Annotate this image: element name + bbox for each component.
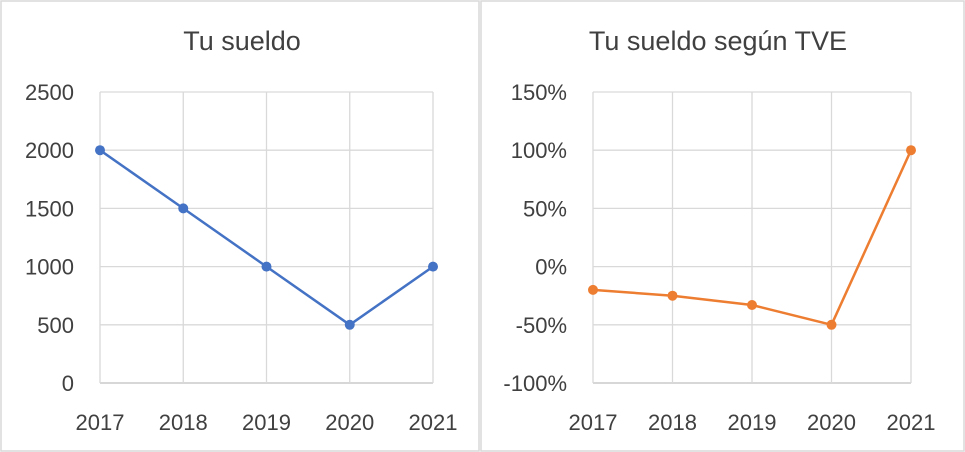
data-point: [428, 261, 438, 272]
y-tick-label: 2000: [25, 138, 74, 163]
data-point: [588, 284, 598, 295]
chart-title: Tu sueldo: [183, 26, 301, 56]
y-tick-label: 0: [62, 371, 74, 396]
chart-frame-right: [480, 0, 965, 452]
y-tick-label: -100%: [503, 371, 567, 396]
data-point: [344, 319, 355, 330]
x-tick-label: 2017: [569, 410, 618, 435]
data-point: [747, 300, 757, 311]
data-point: [261, 261, 272, 272]
chart-title: Tu sueldo según TVE: [589, 26, 847, 56]
x-tick-label: 2020: [807, 410, 856, 435]
data-point: [906, 145, 916, 156]
chart-tu-sueldo: Tu sueldo 0 500 1000 1500 2000 2500 2017 2018 20…: [25, 26, 457, 435]
data-point: [667, 290, 678, 301]
y-tick-label: -50%: [516, 313, 567, 338]
x-tick-label: 2018: [159, 410, 208, 435]
y-tick-label: 2500: [25, 80, 74, 105]
x-tick-label: 2019: [242, 410, 291, 435]
x-tick-label: 2020: [325, 410, 374, 435]
y-tick-label: 1000: [25, 255, 74, 280]
x-tick-label: 2021: [409, 410, 458, 435]
data-point: [826, 319, 837, 330]
x-tick-label: 2019: [728, 410, 777, 435]
chart-tu-sueldo-segun-tve: Tu sueldo según TVE -100% -50% 0% 50% 100% 15…: [503, 26, 935, 435]
data-point: [178, 203, 189, 214]
y-tick-label: 0%: [535, 255, 567, 280]
y-tick-label: 1500: [25, 196, 74, 221]
chart-frame-left: [0, 0, 480, 452]
y-tick-label: 500: [37, 313, 74, 338]
x-tick-label: 2018: [648, 410, 697, 435]
y-tick-label: 50%: [523, 196, 567, 221]
x-tick-label: 2021: [887, 410, 936, 435]
y-tick-label: 100%: [511, 138, 567, 163]
data-point: [95, 145, 105, 156]
x-tick-label: 2017: [76, 410, 125, 435]
y-tick-label: 150%: [511, 80, 567, 105]
